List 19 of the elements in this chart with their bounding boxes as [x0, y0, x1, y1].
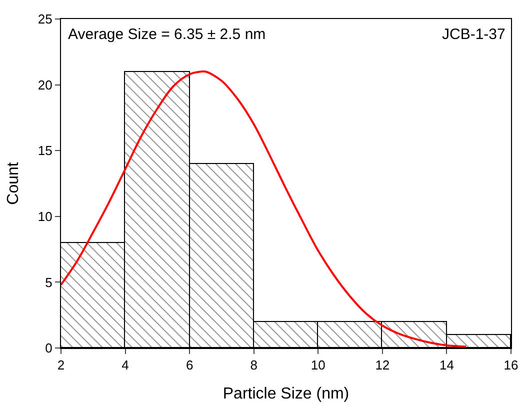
x-tick-label: 10 [310, 358, 326, 373]
x-tick-label: 8 [250, 358, 258, 373]
annotation: JCB-1-37 [442, 26, 506, 43]
x-tick-label: 16 [504, 358, 518, 373]
y-tick-label: 15 [38, 143, 52, 158]
annotation: Average Size = 6.35 ± 2.5 nm [68, 26, 266, 43]
y-tick-label: 5 [45, 274, 52, 290]
x-tick-label: 14 [439, 358, 454, 373]
y-tick-label: 10 [38, 208, 52, 224]
line-series [61, 70, 467, 348]
x-tick-label: 12 [375, 358, 390, 373]
x-tick-label: 2 [57, 358, 65, 373]
x-tick-label: 6 [186, 358, 194, 373]
x-tick-label: 4 [122, 358, 129, 373]
x-axis-title: Particle Size (nm) [222, 385, 350, 402]
y-tick-label: 0 [45, 340, 52, 356]
y-axis-title: Count [4, 162, 22, 205]
y-tick-label: 25 [38, 12, 52, 27]
y-tick-label: 20 [38, 77, 52, 92]
